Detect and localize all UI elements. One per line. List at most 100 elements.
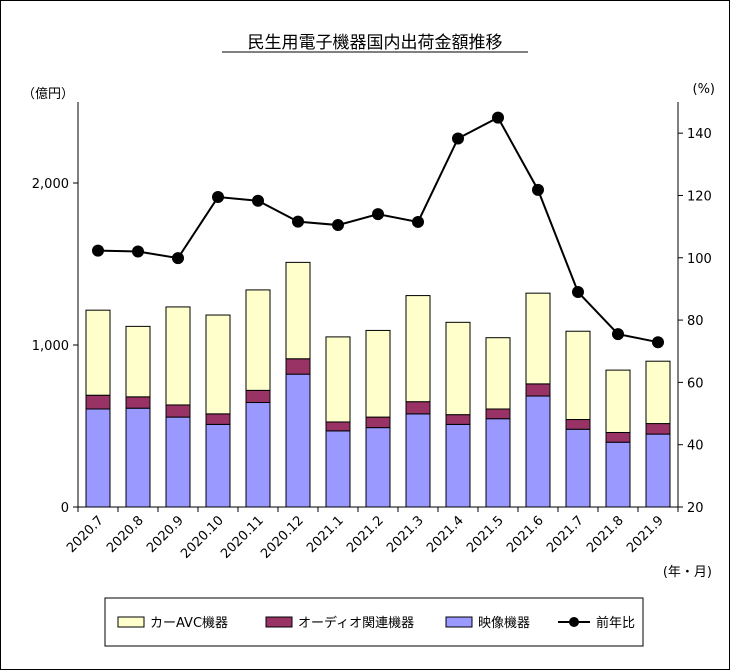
yoy-point [492,111,504,124]
bar-segment [525,292,551,385]
left-axis-tick-label: 0 [61,501,69,516]
right-axis-tick-label: 40 [687,439,704,454]
bar-segment [365,416,391,429]
bar-segment [285,373,311,508]
right-axis-unit: (%) [693,82,716,97]
x-axis-tick-label: 2020.11 [218,513,267,562]
bar-segment [445,423,471,508]
chart-title: 民生用電子機器国内出荷金額推移 [248,33,503,53]
bar-segment [85,309,111,396]
bar-segment [285,358,311,375]
x-axis-tick-label: 2021.6 [504,513,547,556]
bar-segment [325,421,351,432]
bar-segment [285,261,311,360]
bar-segment [405,413,431,508]
legend-swatch [445,616,473,628]
right-axis-tick-label: 100 [687,252,712,267]
bar-segment [205,413,231,425]
bar-segment [565,419,591,430]
x-axis-tick-label: 2020.8 [104,513,147,556]
left-axis-unit: （億円） [22,86,74,102]
bar-segment [405,401,431,415]
bar-segment [205,423,231,508]
bar-segment [565,330,591,421]
yoy-point [212,191,224,204]
bar-segment [85,408,111,508]
bar-segment [325,430,351,508]
bar-segment [485,408,511,420]
bar-segment [325,336,351,423]
bar-segment [125,325,151,398]
x-axis-tick-label: 2021.3 [384,513,427,556]
yoy-point [372,208,384,221]
x-axis-tick-label: 2020.12 [258,513,307,562]
bar-segment [365,329,391,418]
yoy-point [612,328,624,341]
x-axis-tick-label: 2021.7 [544,513,587,556]
bar-segment [85,394,111,410]
bar-segment [365,427,391,508]
right-axis-tick-label: 80 [687,314,704,329]
legend-label: 映像機器 [478,616,530,631]
plot-area: 0 1,000 2,000 20 40 60 80 100 120 140 2020.72020.8… [32,102,712,562]
x-axis-tick-label: 2021.2 [344,513,387,556]
legend-label: オーディオ関連機器 [298,615,414,631]
legend-swatch [265,616,293,628]
bar-segment [445,414,471,425]
yoy-point [532,183,544,196]
legend: カーAVC機器 オーディオ関連機器 映像機器 前年比 [104,597,644,647]
legend-marker [569,617,579,627]
bar-segment [645,433,671,508]
x-axis-tick-label: 2020.7 [64,513,107,556]
bar-segment [405,295,431,403]
yoy-point [412,215,424,228]
right-axis-tick-label: 140 [687,127,712,142]
bar-segment [525,395,551,508]
x-axis-tick-label: 2021.5 [464,513,507,556]
bar-segment [525,383,551,397]
bar-segment [165,404,191,418]
x-axis-tick-label: 2020.10 [178,513,227,562]
x-axis-tick-label: 2021.4 [424,513,467,556]
yoy-point [452,132,464,145]
right-axis-tick-label: 20 [687,501,704,516]
right-axis-tick-label: 60 [687,376,704,391]
x-axis-unit: (年・月) [663,565,712,580]
left-axis-tick-label: 1,000 [32,339,69,354]
bar-segment [445,321,471,416]
yoy-point [252,194,264,207]
legend-box [104,597,644,647]
yoy-point [572,286,584,299]
legend-swatch [117,616,145,628]
bar-segment [125,396,151,409]
bar-segment [605,369,631,433]
bar-segment [485,418,511,508]
yoy-point [92,244,104,257]
bar-segment [605,441,631,508]
yoy-point [332,219,344,232]
bar-segment [245,289,271,391]
bar-segment [165,416,191,508]
legend-label: 前年比 [596,615,635,631]
bar-segment [565,428,591,508]
bar-segment [165,306,191,406]
bar-segment [205,314,231,415]
bar-segment [125,407,151,508]
x-axis-tick-label: 2021.1 [304,513,347,556]
x-axis-tick-label: 2021.9 [624,513,667,556]
yoy-point [292,215,304,228]
yoy-point [652,336,664,349]
yoy-point [132,245,144,258]
bar-segment [645,360,671,425]
yoy-point [172,252,184,265]
bar-segment [245,389,271,404]
bar-segment [245,402,271,508]
x-axis-tick-label: 2021.8 [584,513,627,556]
legend-label: カーAVC機器 [150,616,228,631]
bar-segment [605,431,631,443]
right-axis-tick-label: 120 [687,189,712,204]
left-axis-tick-label: 2,000 [32,177,69,192]
bar-segment [485,337,511,410]
